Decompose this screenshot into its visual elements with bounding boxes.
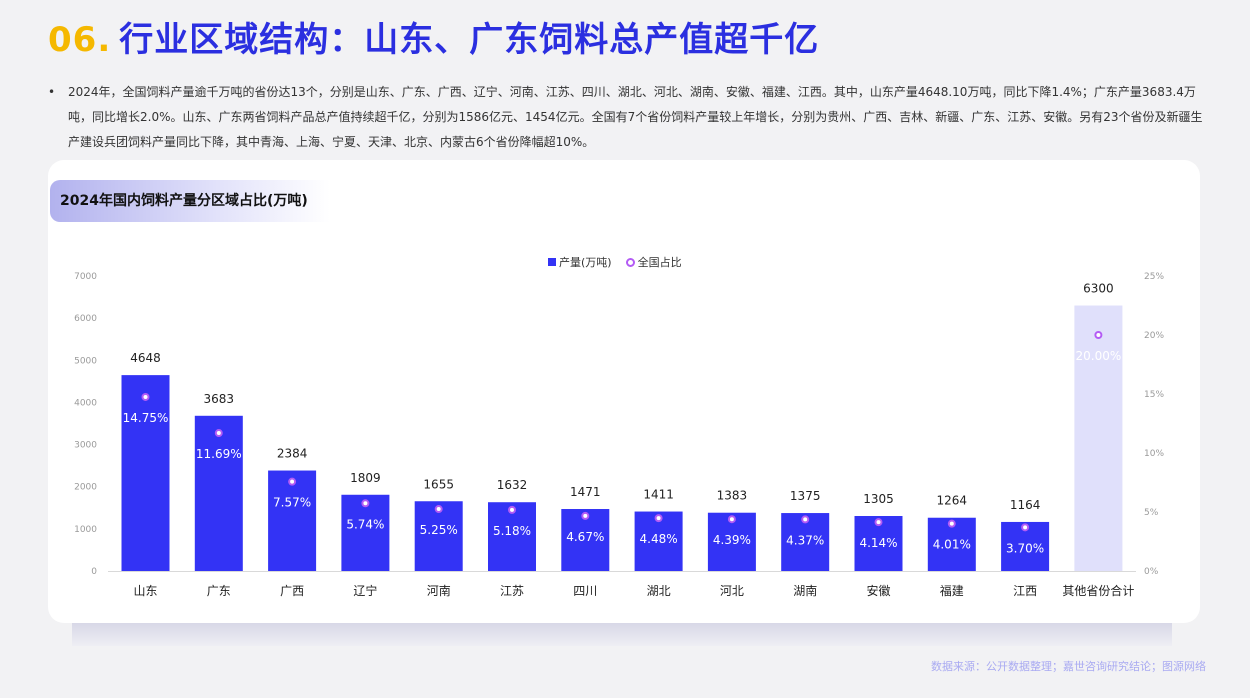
share-marker — [288, 477, 297, 486]
category-label: 湖南 — [793, 583, 817, 598]
bar-value-label: 1383 — [717, 489, 748, 503]
category-label: 河南 — [427, 583, 451, 598]
share-marker — [727, 515, 736, 524]
share-marker — [947, 519, 956, 528]
bar — [121, 375, 170, 571]
legend-ring-marker — [625, 257, 635, 267]
share-value-label: 4.39% — [713, 533, 751, 547]
category-label: 江苏 — [500, 584, 524, 598]
share-value-label: 5.18% — [493, 524, 531, 538]
y-tick-right: 25% — [1144, 272, 1164, 282]
share-value-label: 4.14% — [859, 536, 897, 550]
bar-value-label: 1655 — [423, 477, 454, 491]
share-marker — [801, 515, 810, 524]
category-label: 江西 — [1013, 584, 1037, 598]
legend-bar-swatch — [548, 258, 556, 266]
category-label: 福建 — [940, 583, 964, 598]
y-tick-left: 1000 — [74, 525, 97, 535]
y-tick-right: 10% — [1144, 449, 1164, 459]
share-marker — [874, 518, 883, 527]
category-label: 广东 — [207, 584, 231, 598]
bar-value-label: 1375 — [790, 489, 821, 503]
category-label: 山东 — [133, 584, 157, 598]
category-label: 广西 — [280, 584, 304, 598]
y-tick-right: 0% — [1144, 567, 1159, 577]
category-label: 河北 — [720, 584, 744, 598]
y-tick-left: 6000 — [74, 314, 97, 324]
share-value-label: 11.69% — [196, 447, 242, 461]
page-title: 06. 行业区域结构：山东、广东饲料总产值超千亿 — [48, 12, 819, 61]
bar — [268, 470, 317, 571]
legend-label-output: 产量(万吨) — [559, 256, 612, 269]
y-tick-left: 3000 — [74, 441, 97, 451]
section-number: 06. — [48, 20, 112, 60]
share-value-label: 4.37% — [786, 533, 824, 547]
bar-value-label: 1471 — [570, 485, 601, 499]
bar-value-label: 3683 — [204, 392, 235, 406]
category-label: 其他省份合计 — [1062, 583, 1134, 598]
share-marker — [654, 514, 663, 523]
y-tick-left: 4000 — [74, 398, 97, 408]
card-shadow — [72, 622, 1172, 646]
bar-value-label: 4648 — [130, 351, 161, 365]
summary-paragraph: 2024年，全国饲料产量逾千万吨的省份达13个，分别是山东、广东、广西、辽宁、河… — [68, 85, 1203, 149]
y-tick-right: 20% — [1144, 331, 1164, 341]
share-marker — [581, 511, 590, 520]
share-value-label: 5.74% — [346, 517, 384, 531]
legend-label-share: 全国占比 — [637, 256, 682, 269]
title-text: 行业区域结构：山东、广东饲料总产值超千亿 — [119, 20, 820, 60]
share-marker — [214, 429, 223, 438]
category-label: 安徽 — [866, 583, 890, 598]
share-marker — [434, 505, 443, 514]
y-tick-left: 0 — [91, 567, 97, 577]
bar-value-label: 1164 — [1010, 498, 1041, 512]
share-marker — [361, 499, 370, 508]
y-tick-left: 2000 — [74, 483, 97, 493]
share-value-label: 4.01% — [933, 538, 971, 552]
share-value-label: 3.70% — [1006, 541, 1044, 555]
category-label: 湖北 — [647, 583, 671, 598]
bar — [1074, 305, 1123, 571]
data-source-note: 数据来源：公开数据整理；嘉世咨询研究结论；图源网络 — [931, 660, 1206, 673]
bar-value-label: 2384 — [277, 447, 308, 461]
legend-item-share: 全国占比 — [625, 254, 682, 270]
share-value-label: 14.75% — [123, 411, 169, 425]
bar — [341, 494, 390, 571]
share-marker — [508, 505, 516, 514]
share-value-label: 4.67% — [566, 530, 604, 544]
legend-item-output: 产量(万吨) — [548, 254, 612, 270]
chart-legend: 产量(万吨) 全国占比 — [548, 254, 682, 270]
bar — [194, 415, 243, 571]
share-value-label: 20.00% — [1076, 349, 1122, 363]
share-value-label: 5.25% — [420, 523, 458, 537]
bar-value-label: 1305 — [863, 492, 894, 506]
bar-value-label: 1809 — [350, 471, 381, 485]
bar-value-label: 1632 — [497, 478, 528, 492]
share-marker — [1094, 331, 1103, 339]
y-tick-left: 5000 — [74, 356, 97, 366]
bar-value-label: 6300 — [1083, 282, 1114, 296]
share-value-label: 7.57% — [273, 496, 311, 510]
bar-value-label: 1411 — [643, 488, 674, 502]
category-label: 辽宁 — [353, 583, 377, 598]
category-label: 四川 — [573, 584, 597, 598]
y-tick-left: 7000 — [74, 272, 97, 282]
chart-title-tag: 2024年国内饲料产量分区域占比(万吨) — [50, 180, 330, 222]
y-tick-right: 5% — [1144, 508, 1159, 518]
bullet-marker: • — [48, 85, 56, 99]
share-value-label: 4.48% — [640, 532, 678, 546]
share-marker — [141, 392, 150, 401]
share-marker — [1021, 523, 1030, 532]
y-tick-right: 15% — [1144, 390, 1164, 400]
bar-value-label: 1264 — [937, 494, 968, 508]
